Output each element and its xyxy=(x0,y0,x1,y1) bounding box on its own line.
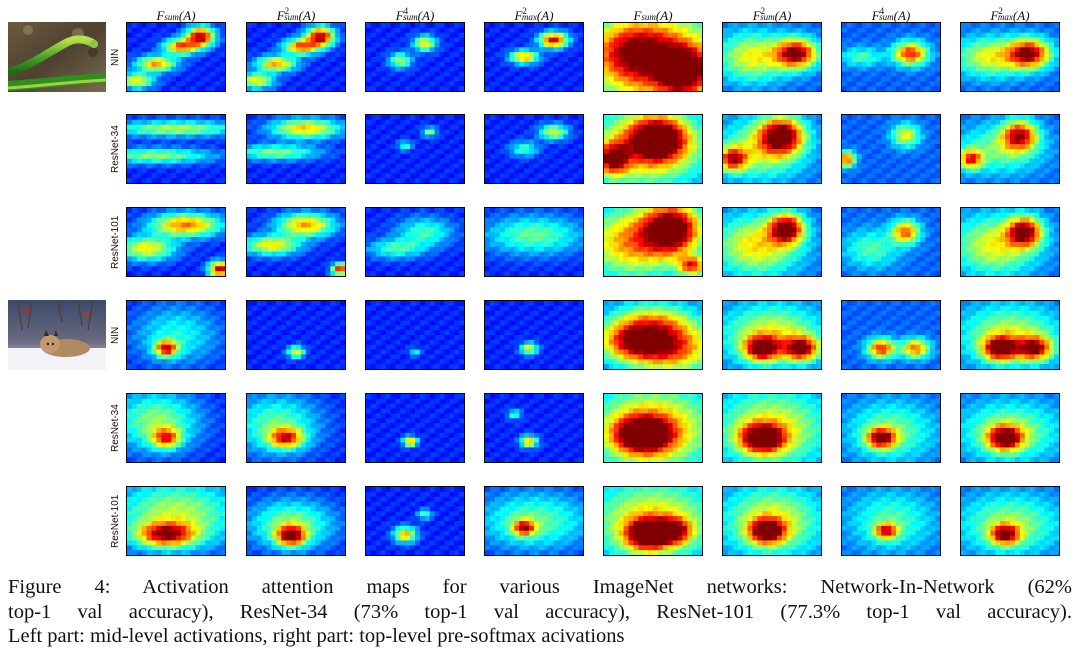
attention-map-r1-c8 xyxy=(960,22,1060,92)
attention-map-r5-c6 xyxy=(722,393,822,463)
column-header-7: F4sum(A) xyxy=(871,6,911,23)
attention-map-r5-c4 xyxy=(484,393,584,463)
attention-map-r5-c5 xyxy=(603,393,703,463)
attention-map-r3-c1 xyxy=(126,207,226,277)
attention-map-r4-c4 xyxy=(484,300,584,370)
attention-map-r2-c7 xyxy=(841,114,941,184)
attention-map-r2-c5 xyxy=(603,114,703,184)
caption-line-3: Left part: mid-level activations, right … xyxy=(8,625,625,647)
column-header-1: Fsum(A) xyxy=(156,8,196,23)
attention-map-r3-c6 xyxy=(722,207,822,277)
attention-map-r1-c6 xyxy=(722,22,822,92)
column-header-4: F2max(A) xyxy=(514,6,554,23)
column-header-3: F4sum(A) xyxy=(395,6,435,23)
column-header-6: F2sum(A) xyxy=(752,6,792,23)
attention-map-r1-c5 xyxy=(603,22,703,92)
row-label-1: NIN xyxy=(110,48,121,66)
attention-map-r2-c2 xyxy=(246,114,346,184)
attention-map-r6-c5 xyxy=(603,486,703,556)
attention-map-r3-c4 xyxy=(484,207,584,277)
attention-map-r2-c8 xyxy=(960,114,1060,184)
attention-map-r3-c2 xyxy=(246,207,346,277)
attention-map-r1-c1 xyxy=(126,22,226,92)
attention-map-r6-c7 xyxy=(841,486,941,556)
attention-map-r3-c5 xyxy=(603,207,703,277)
caption-line-2: top-1 val accuracy), ResNet-34 (73% top-… xyxy=(8,600,1072,623)
row-label-2: ResNet-34 xyxy=(110,125,121,173)
attention-map-r3-c8 xyxy=(960,207,1060,277)
figure-caption: Figure 4: Activation attention maps for … xyxy=(8,575,1072,649)
attention-map-r1-c7 xyxy=(841,22,941,92)
attention-map-r3-c7 xyxy=(841,207,941,277)
attention-map-r4-c8 xyxy=(960,300,1060,370)
attention-map-r1-c3 xyxy=(365,22,465,92)
attention-map-r6-c3 xyxy=(365,486,465,556)
caption-line-1: Figure 4: Activation attention maps for … xyxy=(8,576,1072,598)
input-image-lynx xyxy=(8,300,106,370)
attention-map-r2-c1 xyxy=(126,114,226,184)
attention-map-r1-c2 xyxy=(246,22,346,92)
attention-map-r5-c1 xyxy=(126,393,226,463)
attention-map-r6-c4 xyxy=(484,486,584,556)
attention-map-r5-c7 xyxy=(841,393,941,463)
attention-map-r4-c5 xyxy=(603,300,703,370)
attention-map-r6-c1 xyxy=(126,486,226,556)
row-label-5: ResNet-34 xyxy=(110,404,121,452)
row-label-3: ResNet-101 xyxy=(110,215,121,269)
attention-map-r6-c6 xyxy=(722,486,822,556)
column-header-8: F2max(A) xyxy=(990,6,1030,23)
attention-map-r2-c4 xyxy=(484,114,584,184)
column-header-5: Fsum(A) xyxy=(633,8,673,23)
attention-map-r3-c3 xyxy=(365,207,465,277)
attention-map-r5-c3 xyxy=(365,393,465,463)
attention-map-r4-c7 xyxy=(841,300,941,370)
attention-map-r1-c4 xyxy=(484,22,584,92)
row-label-4: NIN xyxy=(110,326,121,344)
attention-map-r2-c3 xyxy=(365,114,465,184)
attention-map-r6-c8 xyxy=(960,486,1060,556)
attention-map-r5-c2 xyxy=(246,393,346,463)
attention-map-r6-c2 xyxy=(246,486,346,556)
column-header-2: F2sum(A) xyxy=(276,6,316,23)
attention-map-r5-c8 xyxy=(960,393,1060,463)
attention-map-r4-c6 xyxy=(722,300,822,370)
attention-map-r4-c1 xyxy=(126,300,226,370)
attention-map-r4-c3 xyxy=(365,300,465,370)
row-label-6: ResNet-101 xyxy=(110,494,121,548)
attention-map-r4-c2 xyxy=(246,300,346,370)
input-image-snake xyxy=(8,22,106,92)
attention-map-r2-c6 xyxy=(722,114,822,184)
